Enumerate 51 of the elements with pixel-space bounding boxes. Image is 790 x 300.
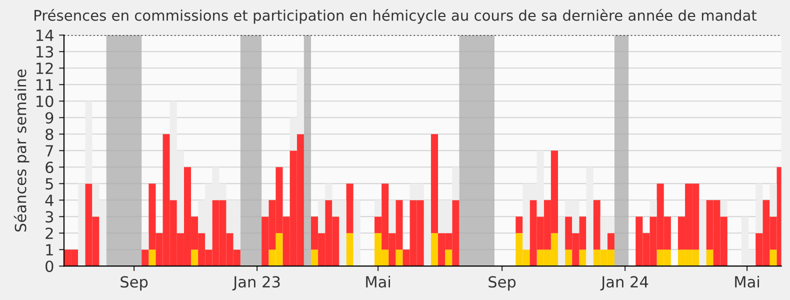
bar xyxy=(452,167,460,200)
y-tick-label: 1 xyxy=(46,244,53,256)
y-tick-label: 12 xyxy=(36,62,53,74)
bar xyxy=(756,184,763,234)
bar xyxy=(720,200,728,217)
y-tick-label: 2 xyxy=(46,228,53,239)
y-tick-label: 7 xyxy=(46,145,53,156)
bar xyxy=(650,200,657,217)
y-tick-label: 13 xyxy=(36,46,54,58)
bar xyxy=(310,250,318,266)
bar xyxy=(148,250,156,266)
bar xyxy=(565,250,572,266)
x-tick-label: Mai xyxy=(735,276,759,288)
x-tick-label: Jan 24 xyxy=(600,276,648,290)
y-tick-label: 11 xyxy=(36,79,53,90)
y-tick-label: 9 xyxy=(46,112,54,124)
y-tick-label: 8 xyxy=(46,128,54,140)
y-tick-label: 5 xyxy=(46,178,53,190)
bar xyxy=(430,134,438,234)
bar xyxy=(262,200,269,217)
y-tick-label: 4 xyxy=(45,194,54,206)
y-tick-label: 3 xyxy=(46,211,54,223)
bar xyxy=(142,233,149,250)
bar xyxy=(607,233,614,250)
bar xyxy=(318,200,326,234)
bar xyxy=(388,200,396,234)
bar xyxy=(191,250,198,266)
bar xyxy=(142,250,149,266)
y-tick-label: 0 xyxy=(46,260,54,272)
x-tick-label: Mai xyxy=(366,276,390,288)
x-tick-label: Sep xyxy=(120,276,148,291)
y-tick-label: 10 xyxy=(36,96,54,108)
y-tick-label: 14 xyxy=(36,30,54,41)
x-tick-label: Sep xyxy=(488,276,516,291)
bar xyxy=(770,250,777,266)
bar xyxy=(516,216,523,234)
bar xyxy=(430,233,438,266)
bar xyxy=(396,250,403,266)
bar xyxy=(445,250,452,266)
bar xyxy=(706,250,714,266)
chart-title: Présences en commissions et participation en hémicycle au cours de sa dernière année de mandat xyxy=(34,9,757,24)
x-tick-label: Jan 23 xyxy=(232,276,280,290)
bar xyxy=(325,184,332,200)
y-axis-title: Séances par semaine xyxy=(14,69,30,232)
bar xyxy=(346,184,354,234)
bar xyxy=(346,233,354,266)
bar xyxy=(593,200,600,250)
bar xyxy=(85,101,92,184)
bar xyxy=(374,200,382,217)
bar xyxy=(579,250,586,266)
y-tick-label: 6 xyxy=(46,162,54,174)
